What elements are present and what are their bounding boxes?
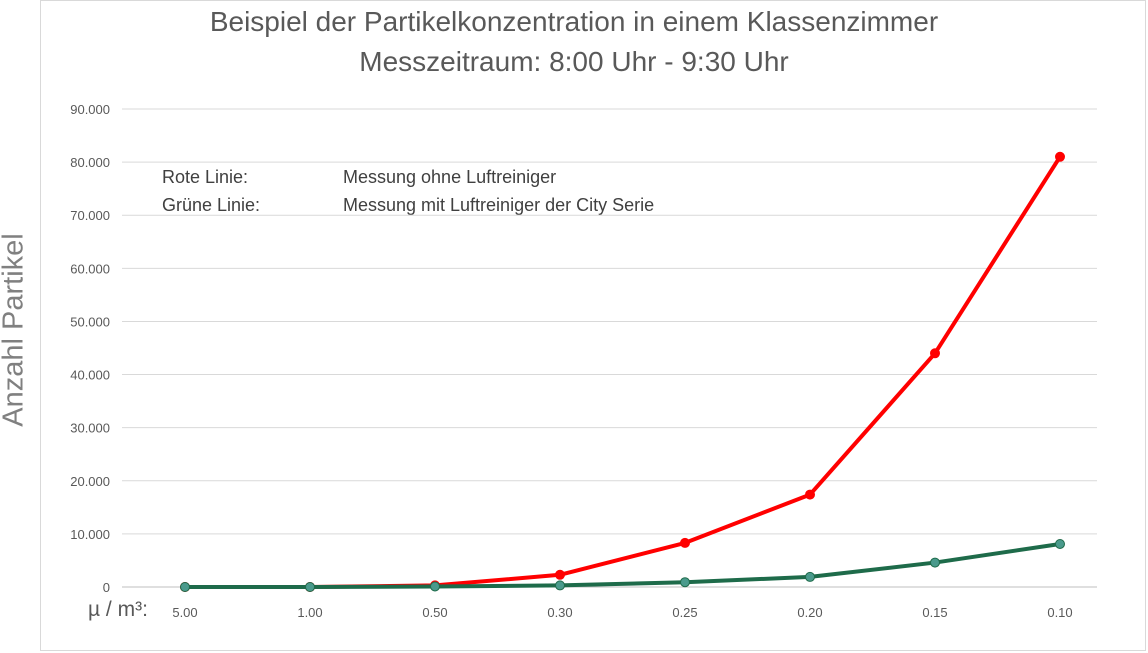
data-point-green <box>430 581 440 592</box>
data-point-red <box>930 348 940 359</box>
y-tick-label: 80.000 <box>70 155 110 170</box>
series-line-red <box>183 154 1062 589</box>
data-point-red <box>1055 151 1065 162</box>
x-tick-label: 0.25 <box>672 605 697 620</box>
x-tick-label: 0.10 <box>1047 605 1072 620</box>
x-tick-label: 1.00 <box>297 605 322 620</box>
x-tick-label: 0.20 <box>797 605 822 620</box>
data-point-red <box>555 569 565 580</box>
annotation-green-label: Grüne Linie: <box>162 195 261 215</box>
annotation-green-text: Messung mit Luftreiniger der City Serie <box>343 195 655 215</box>
chart-subtitle: Messzeitraum: 8:00 Uhr - 9:30 Uhr <box>359 46 789 77</box>
y-tick-label: 30.000 <box>70 421 110 436</box>
data-point-green <box>1055 538 1065 549</box>
y-tick-label: 90.000 <box>70 102 110 117</box>
y-tick-label: 50.000 <box>70 314 110 329</box>
x-tick-label: 0.15 <box>922 605 947 620</box>
y-tick-label: 0 <box>103 580 110 595</box>
y-tick-label: 70.000 <box>70 208 110 223</box>
x-axis-prefix: µ / m³: <box>88 598 148 621</box>
data-point-green <box>930 557 940 568</box>
data-point-green <box>680 577 690 588</box>
x-tick-label: 5.00 <box>172 605 197 620</box>
data-point-green <box>805 571 815 582</box>
x-tick-label: 0.50 <box>422 605 447 620</box>
data-point-green <box>180 582 190 592</box>
data-point-green <box>555 580 565 591</box>
data-point-red <box>680 537 690 548</box>
y-tick-label: 10.000 <box>70 527 110 542</box>
series-line-green <box>183 541 1062 589</box>
annotation-red-text: Messung ohne Luftreiniger <box>343 167 557 187</box>
x-tick-label: 0.30 <box>547 605 572 620</box>
chart-title: Beispiel der Partikelkonzentration in ei… <box>209 6 939 37</box>
annotation-red-label: Rote Linie: <box>162 167 249 187</box>
data-point-green <box>305 582 315 592</box>
y-tick-label: 60.000 <box>70 261 110 276</box>
y-tick-label: 20.000 <box>70 474 110 489</box>
data-point-red <box>805 489 815 500</box>
y-tick-label: 40.000 <box>70 368 110 383</box>
